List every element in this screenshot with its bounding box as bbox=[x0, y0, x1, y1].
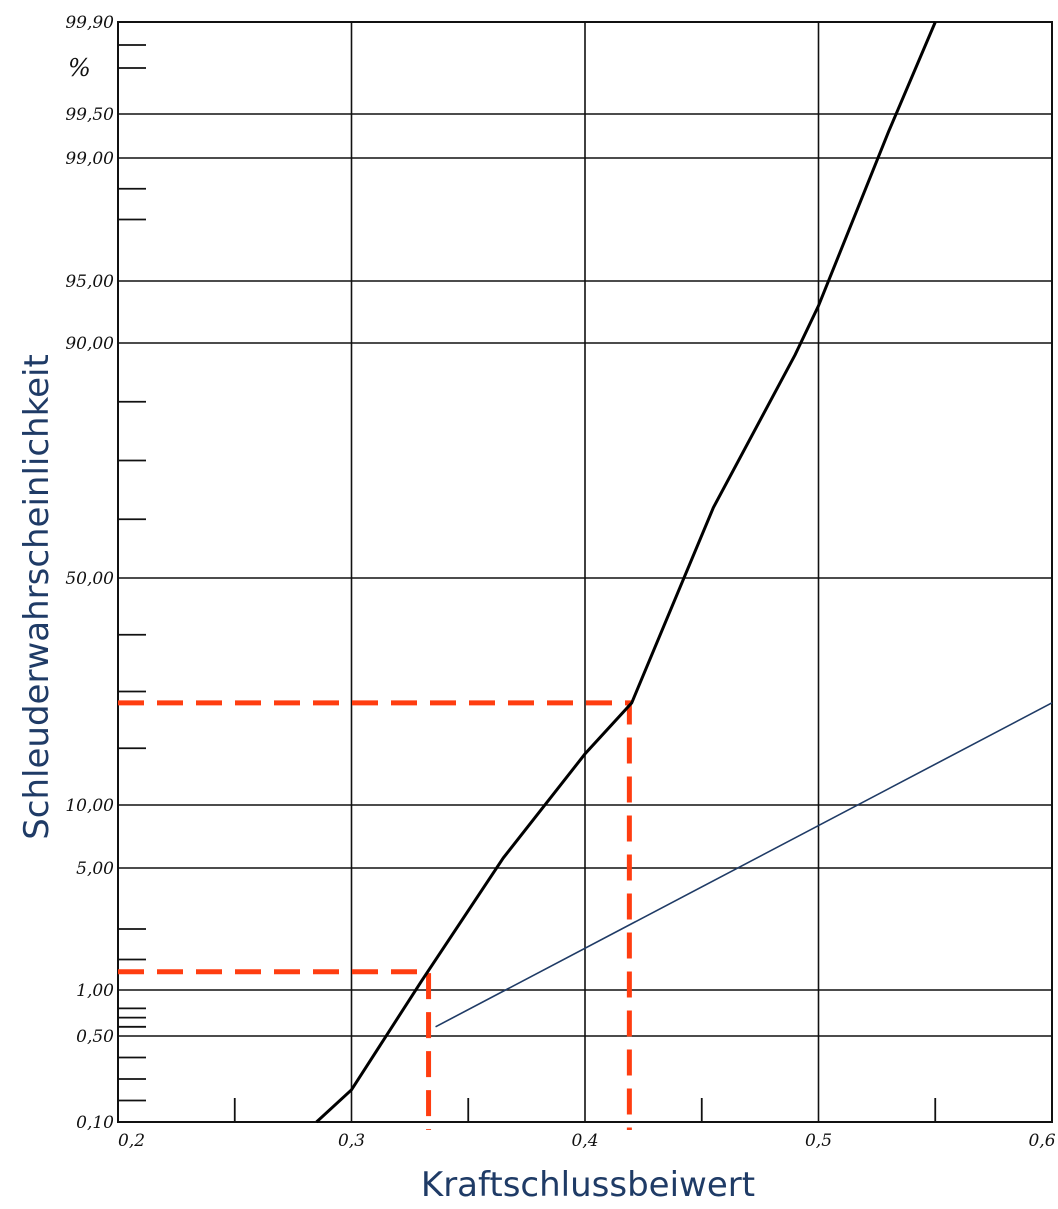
annotation-group bbox=[435, 702, 1053, 1028]
x-tick-label: 0,3 bbox=[338, 1131, 365, 1151]
y-tick-label: 1,00 bbox=[76, 981, 114, 1001]
reference-lines bbox=[118, 700, 632, 1130]
y-unit-label: % bbox=[68, 54, 91, 82]
annotation-line bbox=[435, 702, 1053, 1028]
series-line bbox=[315, 21, 937, 1124]
minor-ticks bbox=[118, 44, 937, 1122]
series-group bbox=[315, 21, 937, 1124]
grid bbox=[117, 21, 1053, 1123]
y-tick-label: 50,00 bbox=[65, 569, 114, 589]
y-tick-label: 90,00 bbox=[65, 334, 114, 354]
y-tick-labels: 0,10 0,50 1,00 5,00 10,00 50,00 90,00 95,00 99,0… bbox=[65, 13, 114, 1133]
x-tick-labels: 0,2 0,3 0,4 0,5 0,6 bbox=[118, 1131, 1056, 1151]
x-tick-label: 0,4 bbox=[571, 1131, 598, 1151]
x-tick-label: 0,5 bbox=[805, 1131, 832, 1151]
y-tick-label: 99,50 bbox=[65, 105, 114, 125]
x-tick-label: 0,2 bbox=[118, 1131, 145, 1151]
reference-line bbox=[118, 969, 432, 1130]
y-axis-title: Schleuderwahrscheinlichkeit bbox=[17, 354, 57, 840]
x-axis-title: Kraftschlussbeiwert bbox=[421, 1165, 755, 1205]
y-tick-label: 99,00 bbox=[65, 149, 114, 169]
y-tick-label: 99,90 bbox=[65, 13, 114, 33]
y-tick-label: 95,00 bbox=[65, 272, 114, 292]
y-tick-label: 10,00 bbox=[65, 796, 114, 816]
x-tick-label: 0,6 bbox=[1028, 1131, 1055, 1151]
y-tick-label: 5,00 bbox=[76, 859, 114, 879]
y-tick-label: 0,10 bbox=[76, 1113, 114, 1133]
reference-line bbox=[118, 700, 632, 1130]
y-tick-label: 0,50 bbox=[76, 1027, 114, 1047]
